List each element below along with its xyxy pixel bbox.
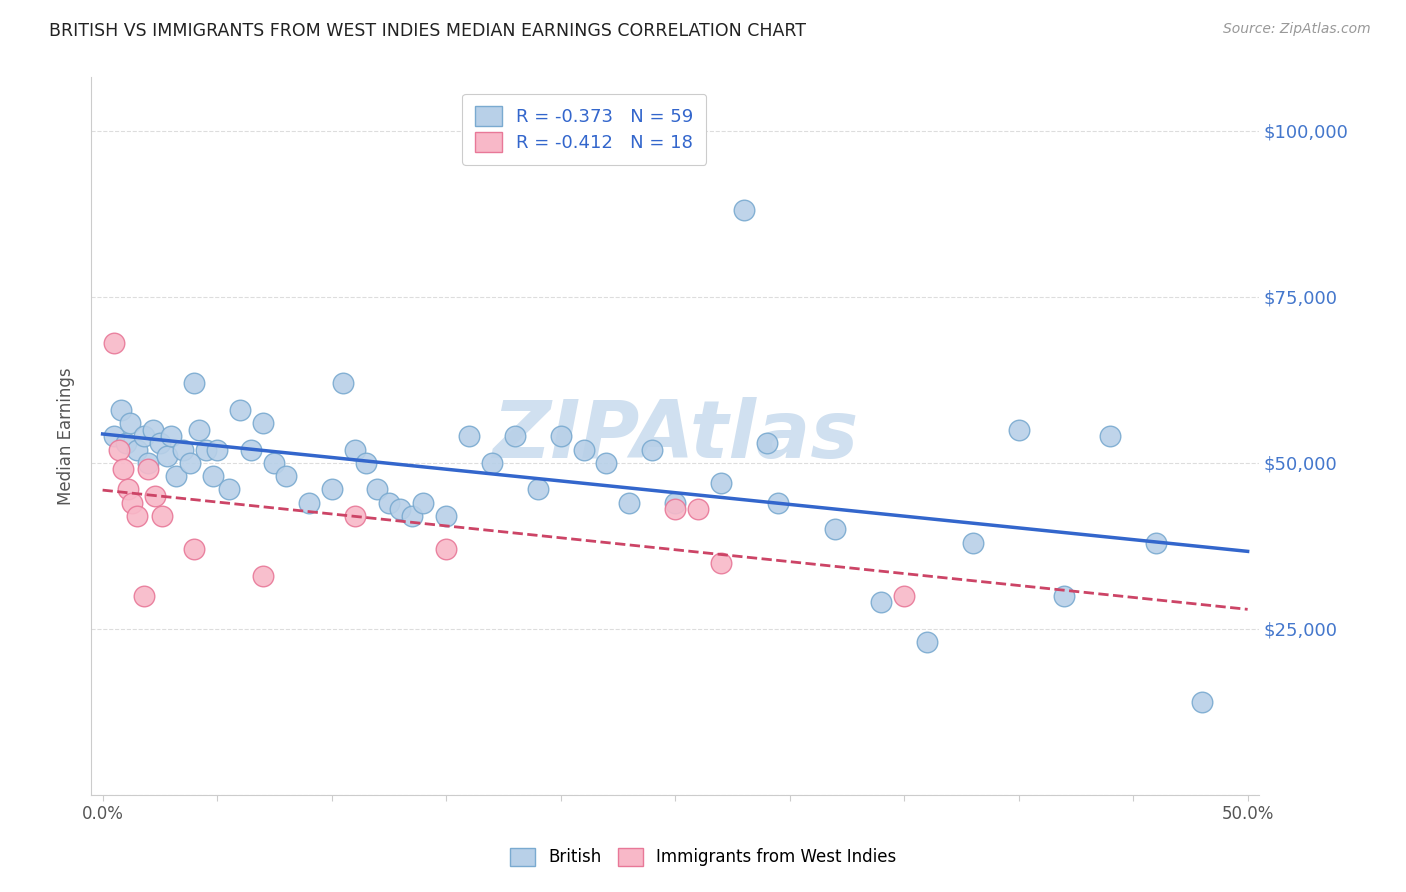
Point [1053, 589, 1076, 603]
Point [165, 469, 187, 483]
Point [915, 635, 938, 649]
Point [172, 442, 194, 457]
Point [114, 436, 136, 450]
Point [240, 442, 263, 457]
Point [343, 442, 366, 457]
Point [201, 469, 224, 483]
Point [132, 429, 155, 443]
Text: Source: ZipAtlas.com: Source: ZipAtlas.com [1223, 22, 1371, 37]
Point [120, 416, 142, 430]
Point [160, 429, 183, 443]
Point [755, 436, 778, 450]
Point [686, 502, 709, 516]
Legend: R = -0.373   N = 59, R = -0.412   N = 18: R = -0.373 N = 59, R = -0.412 N = 18 [463, 94, 706, 165]
Point [117, 483, 139, 497]
Point [641, 442, 664, 457]
Point [619, 496, 641, 510]
Point [458, 429, 481, 443]
Point [132, 589, 155, 603]
Point [143, 489, 166, 503]
Point [733, 203, 755, 218]
Point [110, 402, 132, 417]
Point [321, 483, 343, 497]
Point [125, 508, 148, 523]
Point [229, 402, 252, 417]
Point [503, 429, 526, 443]
Point [870, 595, 893, 609]
Point [401, 508, 423, 523]
Point [125, 442, 148, 457]
Point [366, 483, 388, 497]
Legend: British, Immigrants from West Indies: British, Immigrants from West Indies [502, 839, 904, 875]
Point [194, 442, 217, 457]
Point [378, 496, 401, 510]
Point [1099, 429, 1122, 443]
Point [550, 429, 572, 443]
Point [205, 442, 228, 457]
Point [252, 569, 274, 583]
Point [156, 449, 179, 463]
Point [332, 376, 354, 390]
Point [412, 496, 434, 510]
Point [354, 456, 377, 470]
Point [595, 456, 617, 470]
Point [389, 502, 412, 516]
Text: BRITISH VS IMMIGRANTS FROM WEST INDIES MEDIAN EARNINGS CORRELATION CHART: BRITISH VS IMMIGRANTS FROM WEST INDIES M… [49, 22, 806, 40]
Point [183, 542, 205, 557]
Point [572, 442, 595, 457]
Point [664, 496, 686, 510]
Point [107, 442, 129, 457]
Point [298, 496, 321, 510]
Point [1191, 695, 1213, 709]
Point [263, 456, 285, 470]
Point [434, 542, 457, 557]
Point [824, 522, 846, 536]
Point [274, 469, 297, 483]
Point [138, 462, 160, 476]
Point [1007, 423, 1029, 437]
Y-axis label: Median Earnings: Median Earnings [58, 368, 75, 505]
Point [183, 376, 205, 390]
Point [893, 589, 915, 603]
Point [138, 456, 160, 470]
Point [710, 556, 733, 570]
Point [252, 416, 274, 430]
Point [481, 456, 503, 470]
Text: ZIPAtlas: ZIPAtlas [492, 397, 858, 475]
Point [710, 475, 733, 490]
Point [962, 535, 984, 549]
Point [766, 496, 789, 510]
Point [218, 483, 240, 497]
Point [187, 423, 209, 437]
Point [103, 429, 125, 443]
Point [179, 456, 201, 470]
Point [149, 436, 172, 450]
Point [1144, 535, 1167, 549]
Point [150, 508, 173, 523]
Point [664, 502, 686, 516]
Point [343, 508, 366, 523]
Point [121, 496, 143, 510]
Point [142, 423, 165, 437]
Point [103, 336, 125, 351]
Point [526, 483, 548, 497]
Point [112, 462, 135, 476]
Point [434, 508, 457, 523]
